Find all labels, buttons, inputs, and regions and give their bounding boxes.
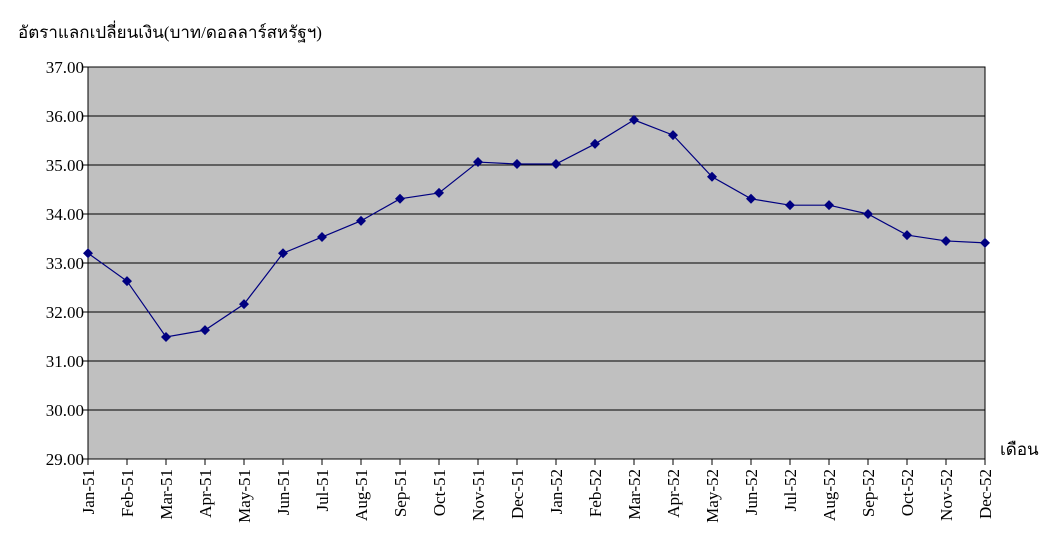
- marker: [278, 248, 288, 259]
- marker: [824, 200, 834, 211]
- marker: [902, 230, 912, 241]
- marker: [746, 193, 756, 204]
- y-tick-label: 37.00: [46, 58, 84, 77]
- marker: [863, 209, 873, 219]
- marker: [473, 157, 483, 168]
- y-tick-label: 36.00: [46, 107, 84, 126]
- marker: [122, 276, 132, 287]
- y-tick-label: 33.00: [46, 254, 84, 273]
- x-tick-label: Jul-51: [313, 469, 332, 512]
- x-tick-label: Dec-52: [976, 469, 995, 519]
- x-tick-label: Oct-52: [898, 469, 917, 516]
- marker: [317, 232, 327, 243]
- y-tick-label: 30.00: [46, 401, 84, 420]
- x-tick-label: Jun-51: [274, 469, 293, 515]
- x-tick-label: Aug-51: [352, 469, 371, 521]
- x-tick-label: Nov-51: [469, 469, 488, 521]
- x-tick-label: Nov-52: [937, 469, 956, 521]
- x-tick-label: Oct-51: [430, 469, 449, 516]
- y-axis-title: อัตราแลกเปลี่ยนเงิน(บาท/ดอลลาร์สหรัฐฯ): [18, 20, 322, 43]
- x-tick-label: May-51: [235, 469, 254, 523]
- y-tick-label: 34.00: [46, 205, 84, 224]
- marker: [434, 187, 444, 198]
- x-tick-label: Apr-52: [664, 469, 683, 518]
- x-tick-label: Aug-52: [820, 469, 839, 521]
- marker: [512, 159, 522, 170]
- x-tick-label: Jun-52: [742, 469, 761, 515]
- marker: [668, 130, 678, 141]
- marker: [239, 299, 249, 310]
- marker: [629, 114, 639, 125]
- x-tick-label: Sep-51: [391, 469, 410, 517]
- marker: [980, 237, 990, 248]
- marker: [707, 171, 717, 182]
- x-tick-label: May-52: [703, 469, 722, 523]
- x-tick-label: Apr-51: [196, 469, 215, 518]
- line: [87, 119, 986, 338]
- x-tick-label: Feb-51: [118, 469, 137, 517]
- marker: [785, 200, 795, 211]
- x-tick-label: Jan-52: [547, 469, 566, 514]
- y-tick-label: 32.00: [46, 303, 84, 322]
- marker: [200, 325, 210, 336]
- x-tick-label: Mar-52: [625, 469, 644, 520]
- x-axis-title: เดือน: [1000, 440, 1039, 459]
- x-tick-label: Mar-51: [157, 469, 176, 520]
- marker: [83, 248, 93, 259]
- x-tick-label: Sep-52: [859, 469, 878, 517]
- x-tick-label: Dec-51: [508, 469, 527, 519]
- y-tick-label: 35.00: [46, 156, 84, 175]
- marker: [395, 193, 405, 204]
- x-tick-label: Feb-52: [586, 469, 605, 517]
- x-tick-label: Jan-51: [79, 469, 98, 514]
- marker: [551, 159, 561, 170]
- y-tick-label: 29.00: [46, 450, 84, 469]
- marker: [590, 138, 600, 149]
- marker: [161, 331, 171, 342]
- marker: [941, 235, 951, 246]
- x-tick-label: Jul-52: [781, 469, 800, 512]
- y-tick-label: 31.00: [46, 352, 84, 371]
- marker: [356, 215, 366, 226]
